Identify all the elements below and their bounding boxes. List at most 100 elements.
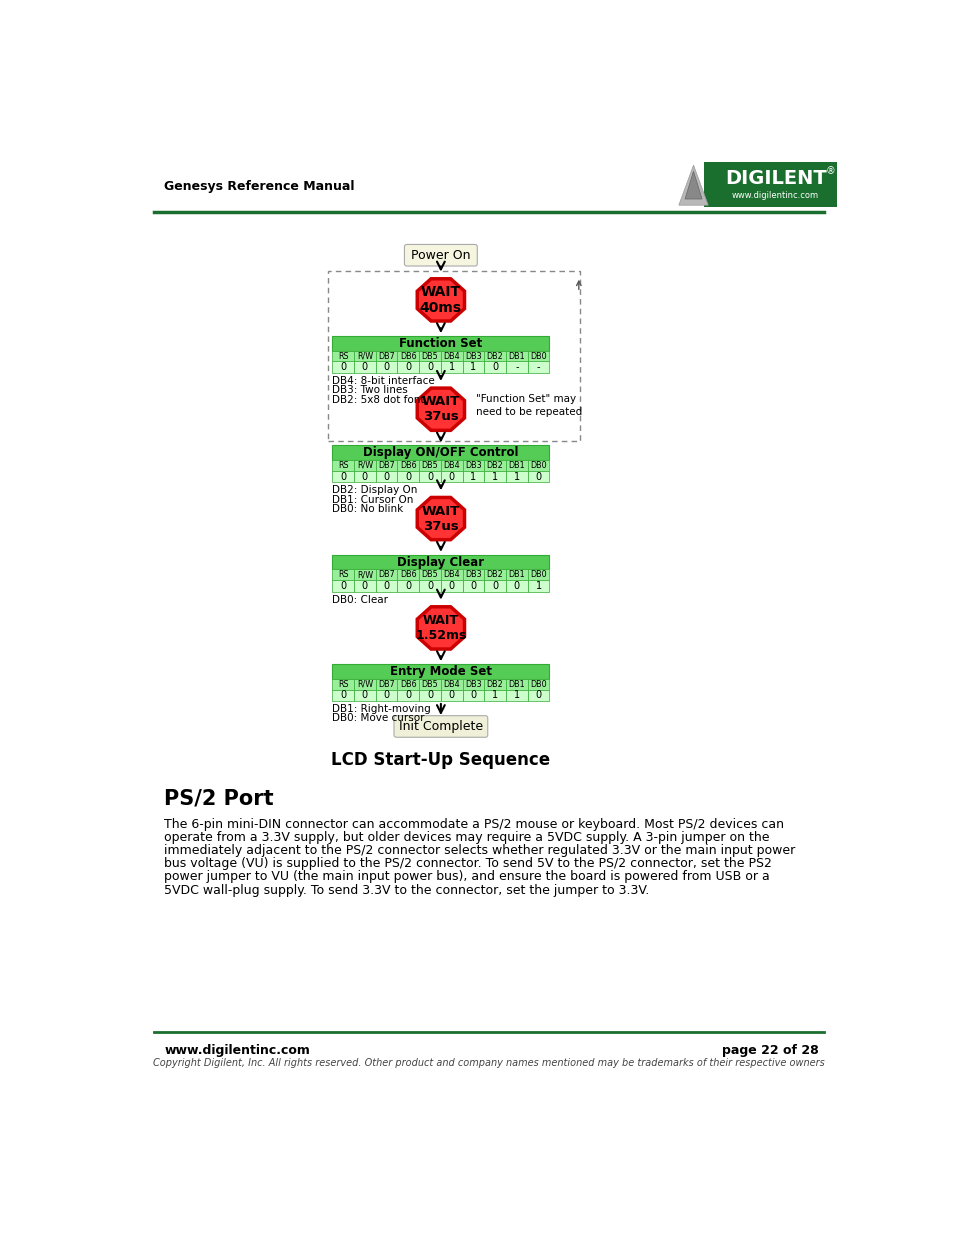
Text: 1: 1 — [492, 472, 497, 482]
Text: 0: 0 — [470, 580, 476, 590]
Text: DB3: Two lines: DB3: Two lines — [332, 385, 408, 395]
Bar — [505, 461, 527, 471]
Text: 0: 0 — [427, 472, 433, 482]
Bar — [397, 471, 418, 483]
Bar — [332, 580, 354, 592]
Bar — [418, 461, 440, 471]
Text: DB5: DB5 — [421, 571, 438, 579]
Text: DB5: DB5 — [421, 352, 438, 361]
Text: R/W: R/W — [356, 352, 373, 361]
Text: Display Clear: Display Clear — [396, 556, 484, 568]
Text: 0: 0 — [340, 362, 346, 372]
Bar — [462, 362, 484, 373]
Text: DB4: DB4 — [443, 352, 459, 361]
Bar — [397, 679, 418, 689]
Text: DB1: DB1 — [508, 352, 524, 361]
Text: DB1: DB1 — [508, 461, 524, 471]
Bar — [397, 569, 418, 580]
Text: Init Complete: Init Complete — [398, 720, 482, 732]
Text: DB0: DB0 — [530, 571, 546, 579]
Text: 0: 0 — [470, 690, 476, 700]
Text: DB0: No blink: DB0: No blink — [332, 504, 403, 514]
Text: DB0: DB0 — [530, 461, 546, 471]
Bar — [440, 580, 462, 592]
Bar — [354, 679, 375, 689]
Text: 0: 0 — [492, 580, 497, 590]
Bar — [397, 689, 418, 701]
Bar — [332, 471, 354, 483]
Bar — [375, 689, 397, 701]
Text: 1: 1 — [470, 472, 476, 482]
Text: DB0: Move cursor: DB0: Move cursor — [332, 714, 424, 724]
Bar — [354, 351, 375, 362]
Text: WAIT
37us: WAIT 37us — [421, 395, 459, 424]
Polygon shape — [679, 165, 707, 205]
Text: DB4: DB4 — [443, 679, 459, 689]
Bar — [332, 555, 549, 569]
Text: operate from a 3.3V supply, but older devices may require a 5VDC supply. A 3-pin: operate from a 3.3V supply, but older de… — [164, 831, 769, 845]
Bar — [505, 679, 527, 689]
Bar — [354, 362, 375, 373]
Text: 1: 1 — [470, 362, 476, 372]
Text: LCD Start-Up Sequence: LCD Start-Up Sequence — [331, 751, 550, 768]
Bar — [484, 362, 505, 373]
Bar — [527, 679, 549, 689]
Bar — [440, 679, 462, 689]
Bar — [484, 461, 505, 471]
Text: DB3: DB3 — [465, 571, 481, 579]
Text: DB2: DB2 — [486, 571, 503, 579]
Bar — [527, 461, 549, 471]
Bar — [328, 270, 579, 441]
Text: The 6-pin mini-DIN connector can accommodate a PS/2 mouse or keyboard. Most PS/2: The 6-pin mini-DIN connector can accommo… — [164, 818, 783, 831]
Bar — [332, 461, 354, 471]
Text: DB4: DB4 — [443, 461, 459, 471]
Polygon shape — [416, 606, 464, 650]
Bar — [332, 446, 549, 461]
Bar — [484, 569, 505, 580]
Bar — [354, 569, 375, 580]
Bar — [484, 580, 505, 592]
Bar — [505, 471, 527, 483]
Text: www.digilentinc.com: www.digilentinc.com — [731, 190, 819, 200]
Text: power jumper to VU (the main input power bus), and ensure the board is powered f: power jumper to VU (the main input power… — [164, 871, 769, 883]
Bar — [397, 461, 418, 471]
Text: 0: 0 — [383, 580, 389, 590]
Bar — [332, 336, 549, 351]
Text: Genesys Reference Manual: Genesys Reference Manual — [164, 180, 355, 193]
Bar — [462, 679, 484, 689]
Text: DB0: DB0 — [530, 352, 546, 361]
Bar — [332, 664, 549, 679]
Text: 1: 1 — [535, 580, 541, 590]
Bar — [375, 351, 397, 362]
Bar — [354, 461, 375, 471]
Bar — [505, 569, 527, 580]
Text: DB2: DB2 — [486, 679, 503, 689]
Text: 0: 0 — [535, 690, 541, 700]
Bar — [354, 471, 375, 483]
Text: PS/2 Port: PS/2 Port — [164, 789, 274, 809]
Bar — [440, 689, 462, 701]
Text: DB4: 8-bit interface: DB4: 8-bit interface — [332, 377, 435, 387]
Text: 1: 1 — [514, 472, 519, 482]
Bar — [527, 351, 549, 362]
Text: 0: 0 — [514, 580, 519, 590]
Text: 0: 0 — [361, 580, 368, 590]
Bar — [375, 580, 397, 592]
Text: RS: RS — [337, 352, 348, 361]
Text: 0: 0 — [383, 472, 389, 482]
Bar — [505, 689, 527, 701]
Bar — [462, 580, 484, 592]
Text: DB7: DB7 — [377, 352, 395, 361]
Bar — [332, 569, 354, 580]
Text: DB7: DB7 — [377, 571, 395, 579]
Text: 1: 1 — [448, 362, 455, 372]
Text: DB6: DB6 — [399, 461, 416, 471]
Polygon shape — [416, 498, 464, 540]
Polygon shape — [416, 388, 464, 430]
Text: ®: ® — [825, 167, 835, 177]
Text: 0: 0 — [427, 362, 433, 372]
Bar — [418, 471, 440, 483]
Bar — [375, 461, 397, 471]
Bar — [440, 471, 462, 483]
Bar — [527, 580, 549, 592]
